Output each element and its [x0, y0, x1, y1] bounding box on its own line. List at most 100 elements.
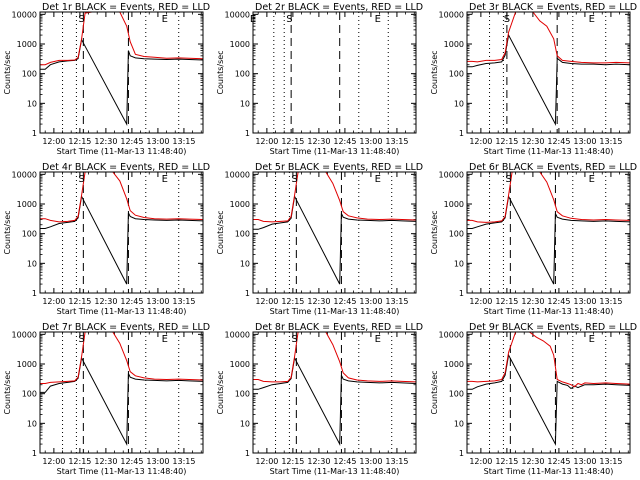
x-tick-label: 13:15 [172, 137, 195, 146]
y-tick-label: 1000 [17, 40, 37, 49]
x-tick-label: 12:00 [255, 457, 278, 466]
panel-title: Det 1r BLACK = Events, RED = LLD [42, 2, 210, 13]
x-tick-label: 13:00 [573, 457, 596, 466]
plot-frame [466, 11, 631, 134]
y-tick-label: 10000 [12, 170, 37, 179]
x-tick-label: 12:00 [255, 137, 278, 146]
interval-flag: E [162, 14, 168, 25]
interval-flag: E [589, 174, 595, 185]
interval-flag: E [375, 174, 381, 185]
interval-flag: E [375, 334, 381, 345]
y-tick-label: 10 [240, 419, 250, 428]
x-tick-label: 12:45 [547, 457, 570, 466]
y-tick-label: 1 [32, 449, 37, 458]
x-tick-label: 12:30 [94, 297, 117, 306]
x-tick-label: 12:30 [521, 137, 544, 146]
x-tick-label: 12:15 [281, 297, 304, 306]
x-tick-label: 12:45 [120, 457, 143, 466]
interval-flag: S [78, 174, 84, 185]
interval-flag: S [78, 334, 84, 345]
y-tick-label: 10 [27, 259, 37, 268]
y-tick-label: 10000 [12, 330, 37, 339]
detector-panel: Det 2r BLACK = Events, RED = LLD Counts/s… [216, 2, 423, 156]
lld-series-line [253, 172, 416, 223]
x-tick-label: 12:45 [333, 297, 356, 306]
y-tick-label: 10000 [12, 10, 37, 19]
panel-title: Det 5r BLACK = Events, RED = LLD [255, 162, 423, 173]
lld-series-line [253, 332, 416, 383]
x-tick-label: 12:15 [68, 297, 91, 306]
x-tick-label: 12:15 [281, 137, 304, 146]
interval-flag: E [162, 334, 168, 345]
y-tick-label: 10 [454, 259, 464, 268]
plot-frame [39, 331, 204, 454]
x-axis-label: Start Time (11-Mar-13 11:48:40) [484, 147, 614, 156]
y-axis-label: Counts/sec [3, 370, 12, 414]
lld-series-line [467, 332, 630, 388]
plot-frame [252, 171, 417, 294]
panel-title: Det 9r BLACK = Events, RED = LLD [469, 322, 637, 333]
x-tick-label: 12:45 [333, 457, 356, 466]
y-tick-label: 10000 [225, 330, 250, 339]
detector-panel: Det 5r BLACK = Events, RED = LLD Counts/s… [216, 162, 423, 316]
x-tick-label: 12:30 [521, 297, 544, 306]
y-axis-label: Counts/sec [3, 50, 12, 94]
y-tick-label: 10000 [225, 10, 250, 19]
x-tick-label: 12:30 [521, 457, 544, 466]
lld-series-line [40, 332, 203, 384]
interval-flag: S [505, 174, 511, 185]
lld-series-line [40, 12, 203, 66]
interval-flag: S [291, 174, 297, 185]
x-tick-label: 13:00 [146, 297, 169, 306]
x-tick-label: 12:15 [281, 457, 304, 466]
detector-panel: Det 9r BLACK = Events, RED = LLD Counts/s… [430, 322, 637, 476]
x-axis-label: Start Time (11-Mar-13 11:48:40) [57, 307, 187, 316]
y-tick-label: 1000 [444, 40, 464, 49]
plot-frame [252, 331, 417, 454]
interval-flag: S [78, 14, 84, 25]
y-tick-label: 10000 [225, 170, 250, 179]
y-tick-label: 100 [449, 70, 464, 79]
x-tick-label: 13:00 [573, 297, 596, 306]
lld-series-line [467, 172, 630, 223]
y-tick-label: 10 [454, 99, 464, 108]
y-tick-label: 10 [27, 99, 37, 108]
panel-title: Det 4r BLACK = Events, RED = LLD [42, 162, 210, 173]
y-tick-label: 1 [459, 449, 464, 458]
series-group [253, 172, 416, 285]
x-tick-label: 13:15 [385, 297, 408, 306]
y-tick-label: 1000 [230, 360, 250, 369]
events-series-line [467, 33, 630, 127]
y-tick-label: 1 [459, 289, 464, 298]
x-tick-label: 12:00 [42, 297, 65, 306]
interval-flag: S [291, 334, 297, 345]
panel-title: Det 7r BLACK = Events, RED = LLD [42, 322, 210, 333]
x-tick-label: 12:00 [469, 297, 492, 306]
plot-frame [39, 11, 204, 134]
x-tick-label: 12:30 [94, 457, 117, 466]
y-tick-label: 1 [245, 129, 250, 138]
x-tick-label: 13:15 [599, 297, 622, 306]
y-tick-label: 10 [27, 419, 37, 428]
x-tick-label: 13:00 [359, 137, 382, 146]
panel-title: Det 3r BLACK = Events, RED = LLD [469, 2, 637, 13]
series-group [467, 172, 630, 285]
x-tick-label: 13:00 [359, 297, 382, 306]
x-tick-label: 12:00 [255, 297, 278, 306]
x-tick-label: 12:15 [495, 297, 518, 306]
plot-frame [466, 331, 631, 454]
plot-frame [39, 171, 204, 294]
interval-flag: E [162, 174, 168, 185]
y-tick-label: 1 [245, 449, 250, 458]
x-tick-label: 12:00 [469, 137, 492, 146]
x-tick-label: 13:15 [599, 137, 622, 146]
x-tick-label: 13:15 [385, 457, 408, 466]
x-tick-label: 12:15 [68, 457, 91, 466]
y-tick-label: 100 [22, 70, 37, 79]
x-tick-label: 13:15 [385, 137, 408, 146]
x-tick-label: 12:30 [94, 137, 117, 146]
x-tick-label: 12:45 [333, 137, 356, 146]
y-tick-label: 1 [32, 129, 37, 138]
detector-panel: Det 6r BLACK = Events, RED = LLD Counts/s… [430, 162, 637, 316]
